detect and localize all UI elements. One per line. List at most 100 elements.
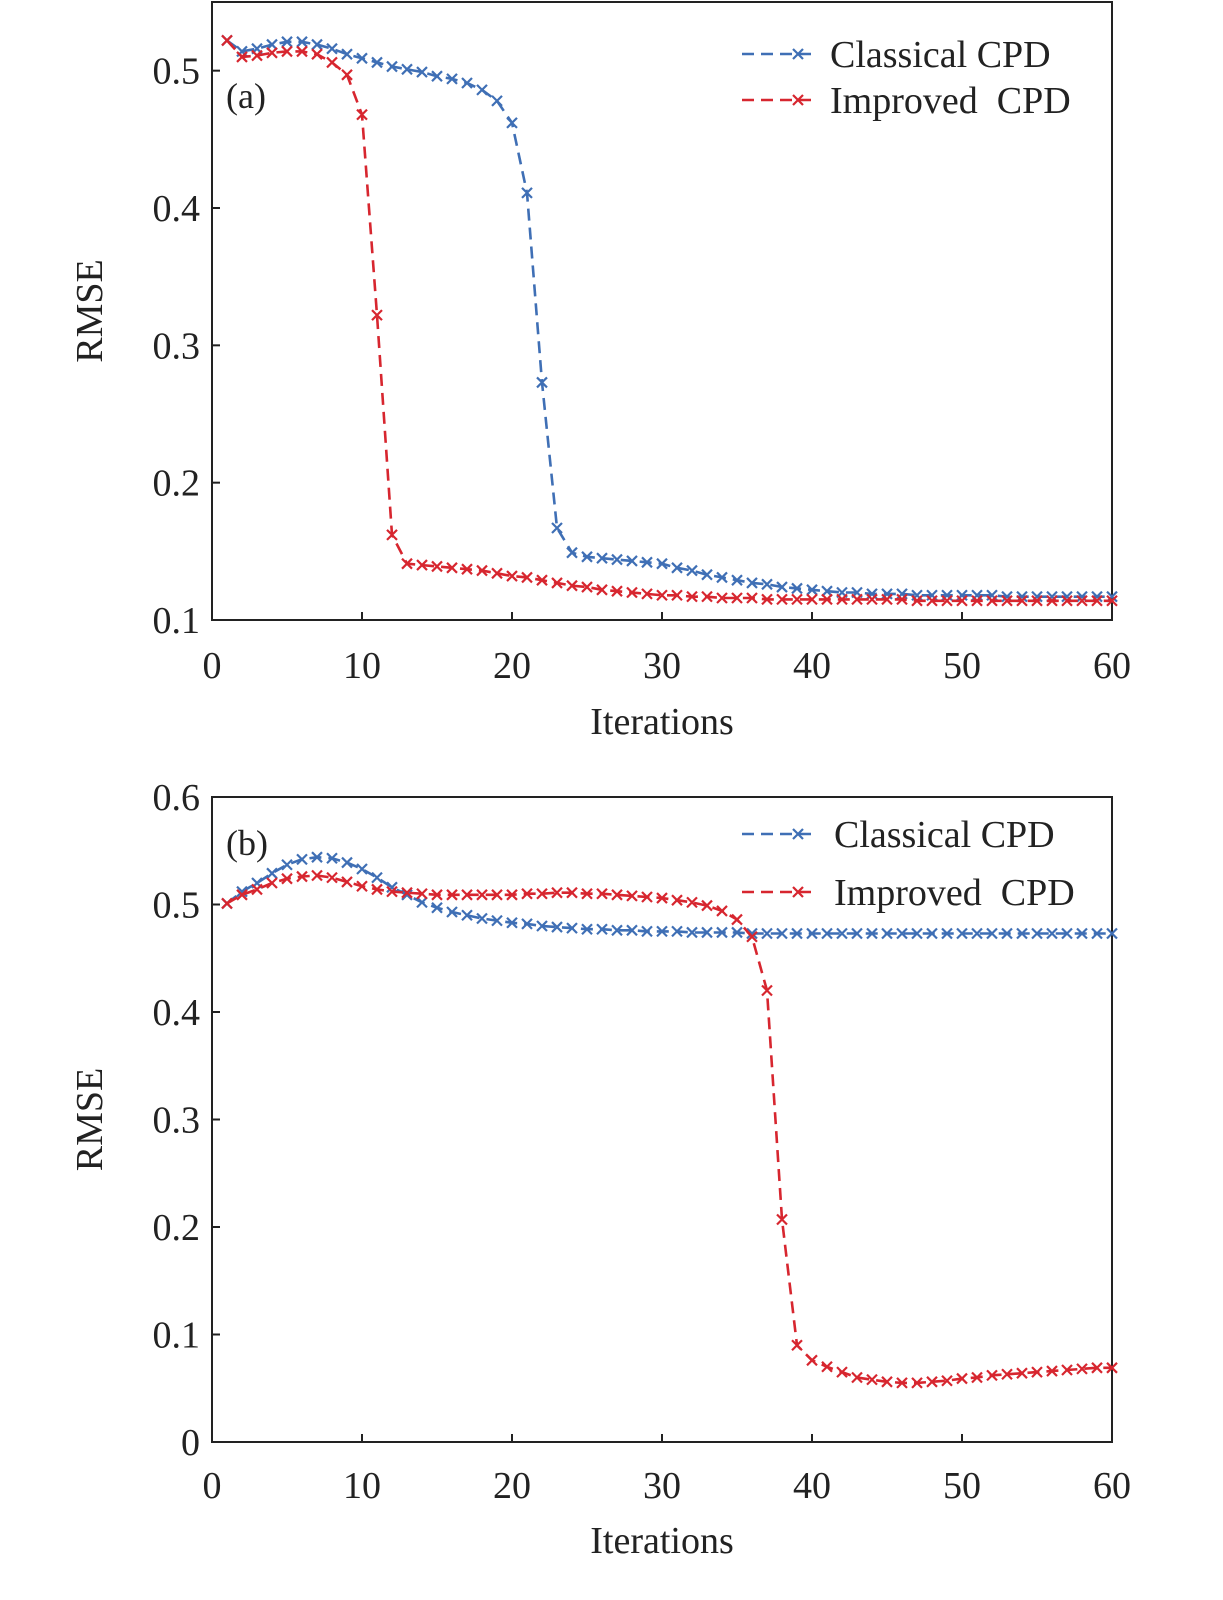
data-point [446,889,458,901]
data-point [956,1372,968,1385]
data-point [581,923,593,936]
data-point [986,1369,998,1382]
data-point [1061,1364,1073,1376]
data-point [1076,1363,1088,1375]
data-point [506,916,518,929]
x-tick-label: 50 [943,645,981,687]
data-point [881,593,893,606]
data-point [1001,594,1013,607]
y-tick-label: 0 [181,1422,200,1464]
data-point [656,892,668,904]
data-point [671,589,683,602]
data-point [401,557,413,570]
data-point [716,926,728,939]
series-line [226,874,1112,1385]
data-point [671,562,683,574]
data-point [971,927,983,940]
data-point [506,570,518,582]
data-point [236,51,248,63]
data-point [431,70,443,82]
data-point [881,927,893,940]
data-point [836,593,848,606]
legend-entry-improved: Improved CPD [742,80,1071,122]
data-point [536,574,548,586]
data-point [1106,1362,1118,1374]
data-point [356,863,368,875]
legend-marker [792,828,804,840]
data-point [776,1213,788,1226]
data-point [671,925,683,938]
data-point [761,984,773,997]
data-point [656,925,668,938]
data-point [986,927,998,940]
data-point [476,912,488,925]
legend-entry-improved: Improved CPD [742,872,1075,914]
data-point [896,1377,908,1389]
y-tick-label: 0.3 [153,325,201,367]
data-point [1046,1365,1058,1377]
series-improved [221,34,1118,607]
data-point [281,45,293,58]
data-point [986,594,998,607]
data-point [1091,927,1103,940]
data-point [641,891,653,903]
x-tick-label: 30 [643,1465,681,1507]
data-point [311,38,323,51]
x-tick-label: 0 [203,1465,222,1507]
data-point [641,925,653,938]
legend-entry-classical: Classical CPD [742,34,1051,76]
data-point [371,56,383,69]
data-point [791,927,803,940]
legend-label: Classical CPD [834,814,1055,856]
data-point [296,36,308,48]
data-point [476,889,488,901]
legend-label: Improved CPD [830,80,1071,122]
data-point [1061,927,1073,940]
y-tick-label: 0.4 [153,188,201,230]
data-point [791,582,803,595]
legend-marker [792,94,804,106]
data-point [386,60,398,73]
data-point [491,567,503,580]
data-point [896,593,908,606]
data-point [401,886,413,899]
series-line [226,39,1112,599]
data-point [551,886,563,899]
data-point [776,581,788,593]
series-line [226,39,1112,603]
data-point [791,593,803,606]
data-point [866,927,878,940]
data-point [596,584,608,596]
legend-entry-classical: Classical CPD [742,814,1055,856]
data-point [251,883,263,896]
data-point [746,930,758,943]
series-classical [221,851,1118,940]
data-point [836,927,848,940]
data-point [341,876,353,888]
data-point [266,867,278,880]
data-point [1046,927,1058,940]
data-point [416,66,428,78]
y-axis-label: RMSE [69,1068,111,1171]
data-point [926,927,938,940]
x-tick-label: 30 [643,645,681,687]
data-point [341,856,353,869]
data-point [521,187,533,199]
data-point [1061,594,1073,607]
data-point [701,899,713,912]
data-point [401,889,413,901]
data-point [746,592,758,604]
data-point [581,887,593,900]
data-point [731,913,743,926]
data-point [656,557,668,570]
series-improved [221,869,1118,1389]
data-point [581,551,593,563]
data-point [1016,594,1028,607]
data-point [521,571,533,584]
data-point [236,889,248,901]
data-point [971,594,983,607]
data-point [821,927,833,940]
chart-panel-a: 0 10 20 30 40 50 60 0.1 0.2 0.3 0.4 0.5 Iterations RM… [69,1,1131,743]
data-point [806,593,818,606]
data-point [926,594,938,607]
